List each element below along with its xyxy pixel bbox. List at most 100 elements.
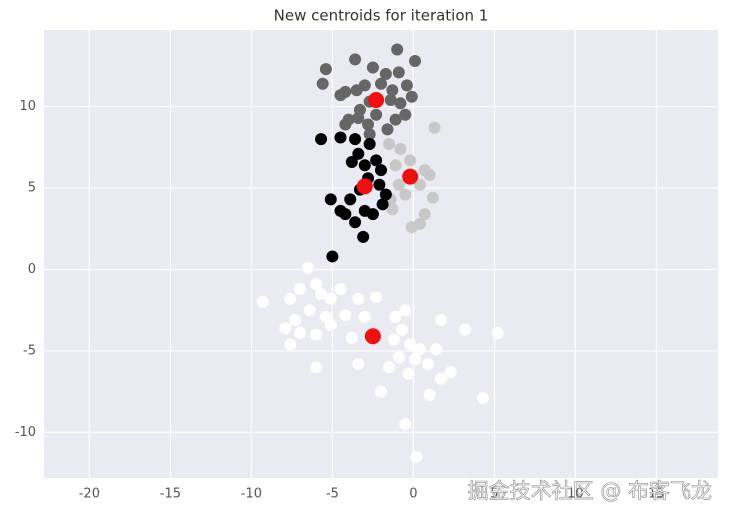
- point: [370, 291, 383, 304]
- point: [366, 208, 379, 221]
- series: [315, 131, 392, 263]
- point: [491, 327, 504, 340]
- point: [391, 43, 404, 56]
- point: [400, 79, 413, 92]
- point: [410, 450, 423, 463]
- point: [379, 67, 392, 80]
- point: [352, 357, 365, 370]
- point: [375, 77, 387, 90]
- point: [352, 147, 365, 160]
- point: [334, 131, 347, 144]
- point: [413, 178, 426, 191]
- series: [383, 121, 441, 234]
- point: [358, 310, 371, 323]
- point: [413, 217, 426, 230]
- point: [284, 292, 297, 305]
- point: [310, 328, 323, 341]
- point: [339, 309, 352, 322]
- point: [434, 313, 447, 326]
- x-tick-label: 10: [567, 487, 584, 502]
- point: [363, 128, 376, 141]
- point: [364, 328, 381, 345]
- point: [279, 322, 292, 335]
- point: [394, 142, 407, 155]
- point: [334, 204, 347, 217]
- point: [383, 361, 396, 374]
- point: [399, 108, 412, 121]
- point: [383, 138, 396, 151]
- series: [356, 92, 419, 345]
- point: [315, 133, 328, 146]
- point: [426, 191, 439, 204]
- point: [345, 331, 358, 344]
- y-tick-label: -10: [15, 425, 36, 440]
- point: [293, 283, 306, 296]
- point: [368, 92, 385, 109]
- point: [409, 54, 422, 67]
- point: [349, 53, 362, 66]
- x-tick-label: -15: [160, 487, 181, 502]
- point: [386, 203, 399, 216]
- point: [358, 79, 371, 92]
- point: [358, 159, 371, 172]
- point: [387, 333, 400, 346]
- x-tick-label: -10: [241, 487, 262, 502]
- point: [418, 208, 431, 221]
- x-tick-label: 15: [648, 487, 665, 502]
- point: [392, 351, 405, 364]
- point: [421, 357, 434, 370]
- y-tick-label: 5: [28, 181, 36, 196]
- point: [477, 392, 490, 405]
- point: [389, 310, 402, 323]
- point: [404, 338, 417, 351]
- point: [375, 164, 387, 177]
- point: [389, 113, 402, 126]
- point: [381, 123, 394, 136]
- point: [389, 159, 402, 172]
- point: [373, 178, 386, 191]
- point: [394, 97, 407, 110]
- point: [399, 304, 412, 317]
- point: [399, 418, 412, 431]
- point: [344, 193, 357, 206]
- point: [392, 66, 405, 79]
- watermark: 掘金技术社区 @ 布客飞龙: [468, 479, 712, 503]
- point: [362, 118, 375, 131]
- point: [396, 323, 409, 336]
- point: [319, 63, 332, 76]
- point: [357, 230, 370, 243]
- point: [386, 84, 399, 97]
- point: [430, 343, 443, 356]
- point: [384, 94, 397, 107]
- y-tick-label: -5: [23, 343, 36, 358]
- point: [345, 155, 358, 168]
- series: [256, 261, 504, 463]
- point: [402, 168, 419, 185]
- point: [370, 108, 383, 121]
- point: [353, 103, 366, 116]
- point: [315, 287, 328, 300]
- point: [392, 178, 405, 191]
- y-tick-label: 10: [19, 99, 36, 114]
- point: [334, 283, 347, 296]
- point: [326, 250, 339, 263]
- point: [363, 138, 376, 151]
- point: [319, 310, 332, 323]
- point: [352, 292, 365, 305]
- point: [413, 343, 426, 356]
- point: [256, 296, 269, 309]
- x-tick-label: 5: [490, 487, 498, 502]
- point: [303, 304, 316, 317]
- point: [444, 366, 457, 379]
- point: [423, 168, 436, 181]
- point: [302, 261, 315, 274]
- point: [293, 327, 306, 340]
- point: [370, 154, 383, 167]
- point: [324, 292, 337, 305]
- point: [284, 338, 297, 351]
- point: [339, 118, 352, 131]
- x-tick-label: 0: [409, 487, 417, 502]
- x-tick-label: -5: [326, 487, 339, 502]
- point: [316, 77, 329, 90]
- x-tick-label: -20: [79, 487, 100, 502]
